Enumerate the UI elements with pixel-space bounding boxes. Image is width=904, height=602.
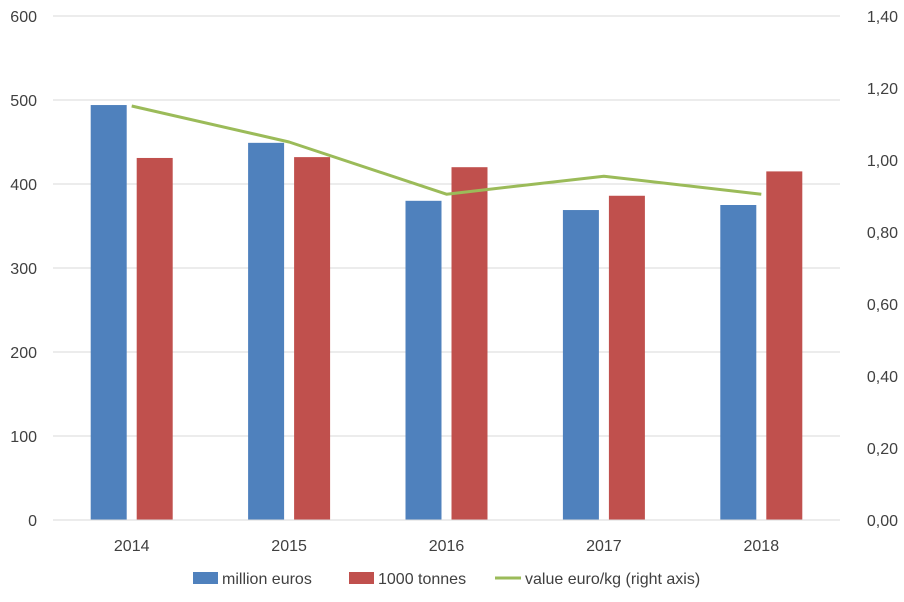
legend-swatch: [193, 572, 218, 584]
legend-label: value euro/kg (right axis): [525, 571, 700, 588]
left-axis-ticks: 0 100 200 300 400 500 600: [10, 9, 37, 530]
right-axis-ticks: 0,00 0,20 0,40 0,60 0,80 1,00 1,20 1,40: [867, 9, 898, 530]
bar-million-euros: [90, 105, 127, 520]
bar-1000-tonnes: [451, 167, 488, 520]
bar-1000-tonnes: [294, 157, 331, 520]
x-axis-tick-label: 2016: [429, 538, 465, 555]
bar-1000-tonnes: [608, 195, 645, 520]
legend-label: million euros: [222, 571, 312, 588]
bar-1000-tonnes: [766, 171, 803, 520]
right-axis-tick-label: 1,40: [867, 9, 898, 26]
left-axis-tick-label: 400: [10, 177, 37, 194]
bar-1000-tonnes: [136, 157, 173, 520]
right-axis-tick-label: 0,60: [867, 297, 898, 314]
bar-million-euros: [405, 200, 442, 521]
right-axis-tick-label: 0,80: [867, 225, 898, 242]
bar-million-euros: [562, 210, 599, 521]
gridlines: [53, 15, 840, 437]
line-series: [131, 104, 762, 196]
left-axis-tick-label: 300: [10, 261, 37, 278]
x-axis-tick-label: 2017: [586, 538, 622, 555]
bars: [90, 105, 803, 521]
left-axis-tick-label: 500: [10, 93, 37, 110]
left-axis-tick-label: 100: [10, 429, 37, 446]
legend-swatch: [349, 572, 374, 584]
bar-million-euros: [720, 205, 757, 520]
right-axis-tick-label: 0,00: [867, 513, 898, 530]
x-axis-ticks: 2014 2015 2016 2017 2018: [114, 538, 779, 555]
left-axis-tick-label: 600: [10, 9, 37, 26]
x-axis-tick-label: 2015: [271, 538, 307, 555]
x-axis-tick-label: 2018: [744, 538, 780, 555]
right-axis-tick-label: 1,20: [867, 81, 898, 98]
right-axis-tick-label: 0,40: [867, 369, 898, 386]
right-axis-tick-label: 1,00: [867, 153, 898, 170]
line-value-euro-kg: [131, 104, 762, 196]
left-axis-tick-label: 0: [28, 513, 37, 530]
bar-million-euros: [248, 142, 285, 520]
x-axis-tick-label: 2014: [114, 538, 150, 555]
legend: million euros 1000 tonnes value euro/kg (r…: [193, 571, 700, 588]
right-axis-tick-label: 0,20: [867, 441, 898, 458]
legend-label: 1000 tonnes: [378, 571, 466, 588]
left-axis-tick-label: 200: [10, 345, 37, 362]
